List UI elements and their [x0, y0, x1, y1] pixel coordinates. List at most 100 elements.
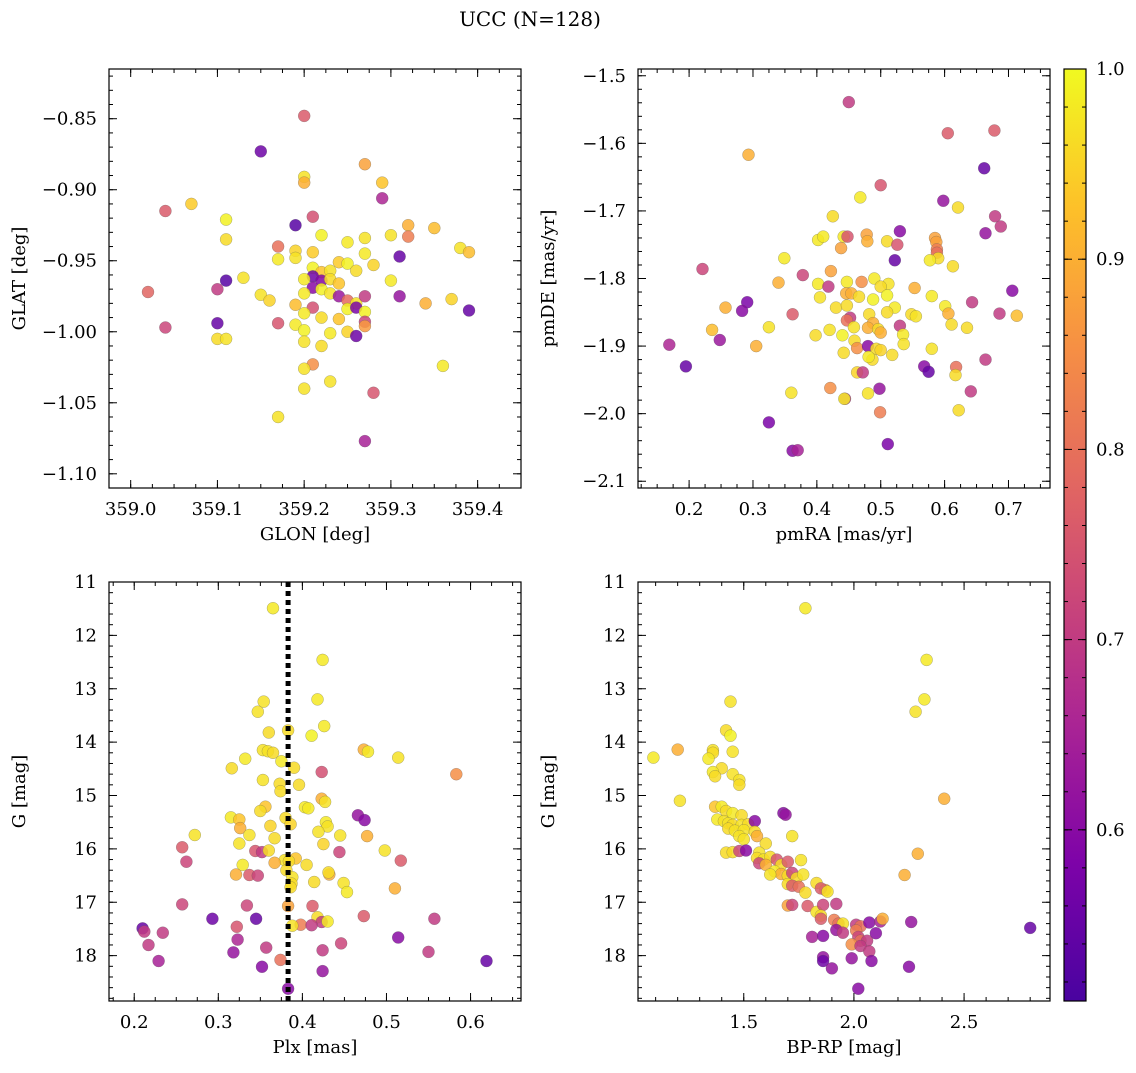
subplot-pmra-pmde: 0.2 0.3 0.4 0.5 0.6 0.7 −1.5 −1.6 −1.7 −1.8 −1.9 −2…: [538, 66, 1051, 545]
y-tick-label: −2.0: [582, 404, 626, 425]
scatter-point: [152, 954, 165, 968]
scatter-point: [289, 298, 302, 311]
scatter-point: [979, 353, 992, 366]
scatter-point: [358, 290, 372, 303]
x-tick-label: 0.6: [930, 499, 959, 520]
x-tick-label: 0.6: [456, 1012, 485, 1033]
y-tick-label: −1.7: [582, 201, 626, 222]
scatter-point: [816, 954, 830, 968]
scatter-point: [978, 162, 991, 175]
scatter-point: [394, 854, 407, 867]
scatter-point: [262, 844, 275, 857]
scatter-point: [450, 768, 463, 781]
scatter-point: [238, 752, 252, 765]
scatter-point: [219, 332, 233, 346]
scatter-point: [908, 281, 921, 295]
scatter-point: [402, 218, 415, 232]
scatter-point: [225, 762, 239, 775]
scatter-point: [311, 693, 324, 706]
scatter-point: [378, 844, 391, 857]
x-tick-label: 0.5: [372, 1012, 401, 1033]
scatter-point: [321, 915, 334, 928]
scatter-point: [312, 825, 325, 838]
scatter-point: [138, 925, 151, 938]
scatter-point: [979, 226, 992, 240]
scatter-point: [845, 952, 858, 965]
scatter-point: [737, 833, 750, 846]
scatter-point: [847, 321, 861, 334]
y-tick-label: 16: [74, 839, 97, 860]
scatter-point: [797, 868, 810, 881]
scatter-point: [993, 307, 1006, 320]
scatter-point: [873, 382, 886, 395]
scatter-point: [750, 829, 764, 843]
scatter-point: [794, 853, 808, 867]
scatter-point: [825, 962, 839, 975]
scatter-point: [254, 145, 267, 158]
scatter-point: [874, 343, 887, 357]
scatter-point: [671, 743, 684, 756]
colorbar-tick-label: 0.7: [1096, 630, 1125, 651]
scatter-point: [298, 273, 311, 286]
x-tick-label: 359.4: [452, 499, 504, 520]
y-tick-label: −1.10: [42, 464, 97, 485]
y-tick-label: 15: [74, 786, 97, 807]
scatter-point: [392, 751, 405, 764]
scatter-point: [951, 201, 965, 214]
scatter-point: [211, 317, 224, 330]
scatter-point: [230, 920, 244, 933]
y-tick-label: −1.05: [42, 393, 97, 414]
scatter-point: [696, 262, 709, 276]
axis-ticks: [638, 69, 1050, 488]
scatter-point: [679, 360, 693, 373]
scatter-point: [850, 341, 864, 355]
y-tick-label: −0.90: [42, 180, 97, 201]
scatter-point: [229, 868, 243, 881]
scatter-point: [925, 342, 938, 355]
scatter-point: [759, 837, 772, 850]
scatter-point: [264, 819, 277, 833]
x-tick-label: 359.3: [365, 499, 417, 520]
x-tick-label: 0.4: [803, 499, 832, 520]
scatter-point: [315, 311, 328, 324]
scatter-point: [881, 437, 894, 451]
scatter-point: [318, 795, 332, 809]
scatter-point: [159, 204, 172, 218]
scatter-point: [876, 912, 889, 925]
scatter-point: [317, 837, 330, 851]
scatter-point: [254, 288, 267, 301]
scatter-point: [392, 931, 405, 944]
scatter-point: [965, 296, 979, 309]
scatter-point: [257, 695, 270, 708]
y-tick-label: −1.8: [582, 269, 626, 290]
x-axis-label: BP-RP [mag]: [786, 1037, 901, 1058]
scatter-point: [855, 275, 868, 289]
scatter-point: [873, 406, 887, 419]
scatter-point: [814, 912, 828, 925]
scatter-point: [316, 944, 329, 957]
scatter-point: [836, 926, 850, 939]
y-tick-label: 17: [74, 892, 97, 913]
axes-frame: [637, 581, 1051, 1002]
scatter-point: [909, 310, 923, 323]
scatter-points: [136, 602, 493, 995]
axes-frame: [108, 68, 522, 489]
scatter-point: [376, 176, 389, 189]
scatter-points: [663, 95, 1023, 457]
scatter-point: [308, 875, 321, 889]
scatter-point: [275, 755, 288, 768]
y-tick-label: 18: [603, 946, 626, 967]
scatter-point: [922, 365, 935, 378]
scatter-point: [852, 982, 865, 995]
scatter-point: [817, 230, 830, 243]
scatter-point: [923, 254, 937, 267]
scatter-point: [376, 192, 389, 205]
scatter-point: [332, 312, 346, 326]
scatter-point: [243, 828, 256, 842]
scatter-point: [816, 929, 830, 943]
scatter-point: [772, 276, 785, 289]
scatter-point: [823, 323, 836, 337]
scatter-point: [925, 289, 938, 303]
scatter-point: [816, 898, 830, 912]
scatter-point: [384, 228, 398, 242]
